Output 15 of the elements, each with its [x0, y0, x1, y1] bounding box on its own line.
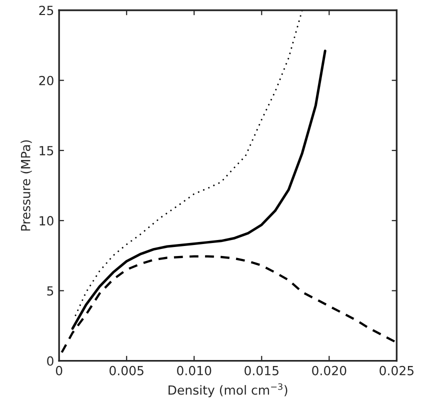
line-series: [74, 10, 303, 317]
y-axis-title: Pressure (MPa): [20, 140, 32, 231]
x-tick-label: 0.025: [380, 366, 414, 376]
x-tick-label: 0.010: [177, 366, 212, 376]
x-tick-label: 0: [56, 366, 62, 376]
y-tick-label: 5: [47, 286, 54, 296]
x-tick-label: 0.020: [312, 366, 346, 376]
y-tick-label: 15: [40, 146, 54, 156]
x-tick-label: 0.005: [110, 366, 144, 376]
x-axis-title: Density (mol cm$^{−3}$): [168, 383, 288, 398]
y-tick-label: 10: [40, 216, 54, 226]
x-tick-label: 0.015: [244, 366, 278, 376]
y-tick-label: 0: [47, 356, 54, 366]
y-tick-label: 25: [39, 6, 54, 16]
y-tick-label: 20: [39, 76, 54, 86]
